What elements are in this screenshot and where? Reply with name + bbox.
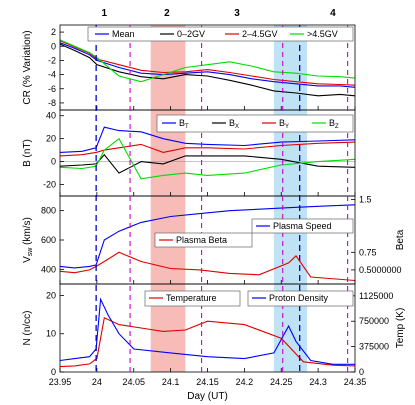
- shaded-interval-2: [273, 25, 308, 372]
- b-legend-label-4: BZ: [329, 118, 339, 130]
- cr-ytick-label: -2: [48, 55, 56, 65]
- n-ytick-label: 10: [46, 329, 56, 339]
- cr-ytick-label: 0: [51, 41, 56, 51]
- cr-legend-label-3: 2–4.5GV: [242, 29, 278, 39]
- xtick-label: 24.05: [122, 377, 145, 387]
- b-series-3: [59, 141, 356, 157]
- n-right-ytick-label: 375000: [359, 342, 389, 352]
- region-label-3: 3: [234, 8, 240, 19]
- v-ytick-label: 600: [41, 235, 56, 245]
- xtick-label: 24.25: [270, 377, 293, 387]
- cr-legend-label-2: 0–2GV: [177, 29, 205, 39]
- xtick-label: 24.15: [196, 377, 219, 387]
- xtick-label: 24.1: [162, 377, 180, 387]
- b-ytick-label: 40: [46, 111, 56, 121]
- density-legend: [247, 290, 354, 307]
- xtick-label: 24.2: [236, 377, 254, 387]
- v-series-2: [59, 251, 356, 282]
- n-right-ytick-label: 1125000: [359, 291, 393, 301]
- x-axis-label: Day (UT): [187, 391, 228, 402]
- b-legend: [156, 114, 354, 133]
- cr-series-3: [59, 40, 356, 86]
- b-ytick-label: -20: [43, 180, 56, 190]
- temp-legend-label: Temperature: [166, 293, 217, 303]
- v-right-ylabel: Beta: [395, 229, 406, 250]
- region-label-1: 1: [101, 8, 107, 19]
- cr-ytick-label: -4: [48, 70, 56, 80]
- b-series-2: [59, 153, 356, 174]
- n-ytick-label: 20: [46, 290, 56, 300]
- n-ytick-label: 0: [51, 367, 56, 377]
- shaded-interval-1: [150, 25, 186, 372]
- b-ytick-label: 0: [51, 157, 56, 167]
- v-ytick-label: 400: [41, 264, 56, 274]
- n-right-ytick-label: 0: [359, 367, 364, 377]
- n-right-ytick-label: 750000: [359, 316, 389, 326]
- v-ylabel: Vsw (km/s): [22, 217, 34, 263]
- b-legend-label-1: BT: [179, 118, 189, 130]
- region-label-2: 2: [164, 8, 170, 19]
- cr-ytick-label: -8: [48, 98, 56, 108]
- cr-legend-label-4: >4.5GV: [307, 29, 338, 39]
- speed-legend: [251, 218, 354, 234]
- v-series-1: [59, 204, 356, 269]
- v-ytick-label: 800: [41, 206, 56, 216]
- cr-ytick-label: 2: [51, 27, 56, 37]
- n-series-1: [59, 317, 356, 368]
- beta-legend: [154, 232, 253, 248]
- v-right-ytick-label: 0.5000000: [359, 265, 402, 275]
- beta-legend-label: Plasma Beta: [176, 235, 227, 245]
- xtick-label: 24.35: [344, 377, 367, 387]
- xtick-label: 24.3: [309, 377, 327, 387]
- cr-ytick-label: -6: [48, 84, 56, 94]
- cr-series-2: [59, 43, 356, 97]
- b-legend-label-3: BY: [279, 118, 289, 130]
- v-right-ytick-label: 1.5: [359, 195, 372, 205]
- cr-legend: [87, 26, 354, 42]
- cr-series-4: [59, 39, 356, 83]
- v-right-ytick-label: 0.75: [359, 247, 377, 257]
- n-right-ylabel: Temp (K): [395, 308, 406, 349]
- n-series-2: [59, 297, 355, 365]
- xtick-label: 24: [92, 377, 102, 387]
- n-ylabel: N (n/cc): [22, 311, 33, 346]
- density-legend-label: Proton Density: [269, 293, 329, 303]
- temp-legend: [144, 290, 241, 307]
- region-label-4: 4: [330, 8, 336, 19]
- b-ytick-label: 20: [46, 134, 56, 144]
- cr-series-1: [59, 42, 356, 88]
- b-ylabel: B (nT): [22, 139, 33, 167]
- cr-ylabel: CR (% Variation): [22, 30, 33, 104]
- cr-legend-label-1: Mean: [112, 29, 135, 39]
- speed-legend-label: Plasma Speed: [273, 221, 332, 231]
- b-legend-label-2: BX: [229, 118, 239, 130]
- xtick-label: 23.95: [49, 377, 72, 387]
